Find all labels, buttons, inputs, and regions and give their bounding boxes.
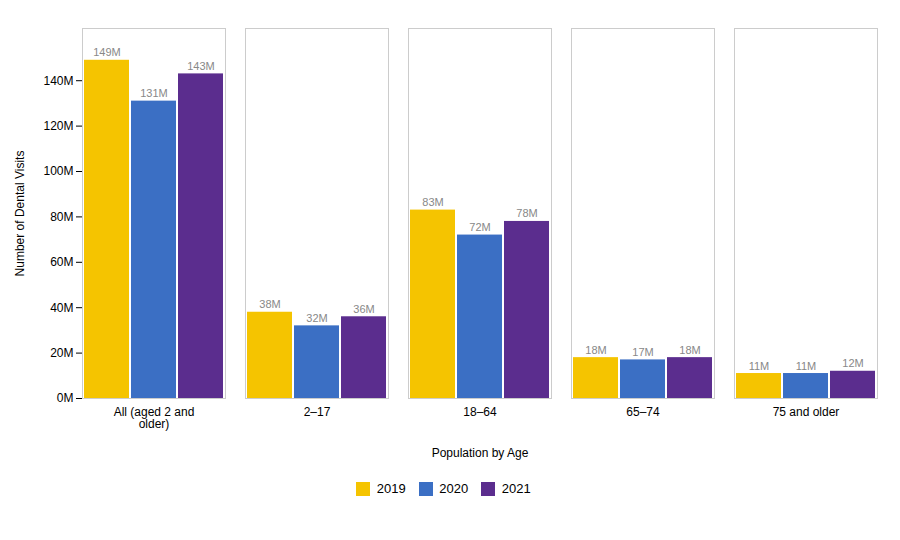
svg-text:78M: 78M xyxy=(516,207,537,219)
svg-text:All (aged 2 andolder): All (aged 2 andolder) xyxy=(114,405,195,431)
svg-text:11M: 11M xyxy=(749,360,770,372)
svg-text:60M: 60M xyxy=(50,255,73,269)
svg-text:17M: 17M xyxy=(632,346,653,358)
svg-text:Number of Dental Visits: Number of Dental Visits xyxy=(13,151,27,277)
svg-text:18M: 18M xyxy=(585,344,606,356)
svg-text:143M: 143M xyxy=(187,60,215,72)
svg-text:75 and older: 75 and older xyxy=(773,405,840,419)
svg-text:80M: 80M xyxy=(50,210,73,224)
svg-text:0M: 0M xyxy=(57,391,74,405)
svg-text:Population by Age: Population by Age xyxy=(432,446,529,460)
svg-text:83M: 83M xyxy=(422,196,443,208)
html-text:2021: 2021 xyxy=(501,481,531,496)
svg-text:100M: 100M xyxy=(43,164,73,178)
html-text:2019: 2019 xyxy=(376,481,406,496)
svg-text:20M: 20M xyxy=(50,346,73,360)
svg-text:18–64: 18–64 xyxy=(463,405,497,419)
svg-text:131M: 131M xyxy=(140,87,168,99)
svg-text:120M: 120M xyxy=(43,119,73,133)
svg-text:72M: 72M xyxy=(469,221,490,233)
svg-text:18M: 18M xyxy=(679,344,700,356)
svg-text:12M: 12M xyxy=(842,357,863,369)
svg-text:38M: 38M xyxy=(259,298,280,310)
svg-text:140M: 140M xyxy=(43,74,73,88)
svg-text:36M: 36M xyxy=(353,303,374,315)
svg-text:32M: 32M xyxy=(306,312,327,324)
svg-text:149M: 149M xyxy=(93,46,121,58)
svg-text:11M: 11M xyxy=(796,360,817,372)
svg-text:2–17: 2–17 xyxy=(304,405,331,419)
svg-text:40M: 40M xyxy=(50,301,73,315)
html-text:2020: 2020 xyxy=(439,481,469,496)
svg-text:65–74: 65–74 xyxy=(626,405,660,419)
